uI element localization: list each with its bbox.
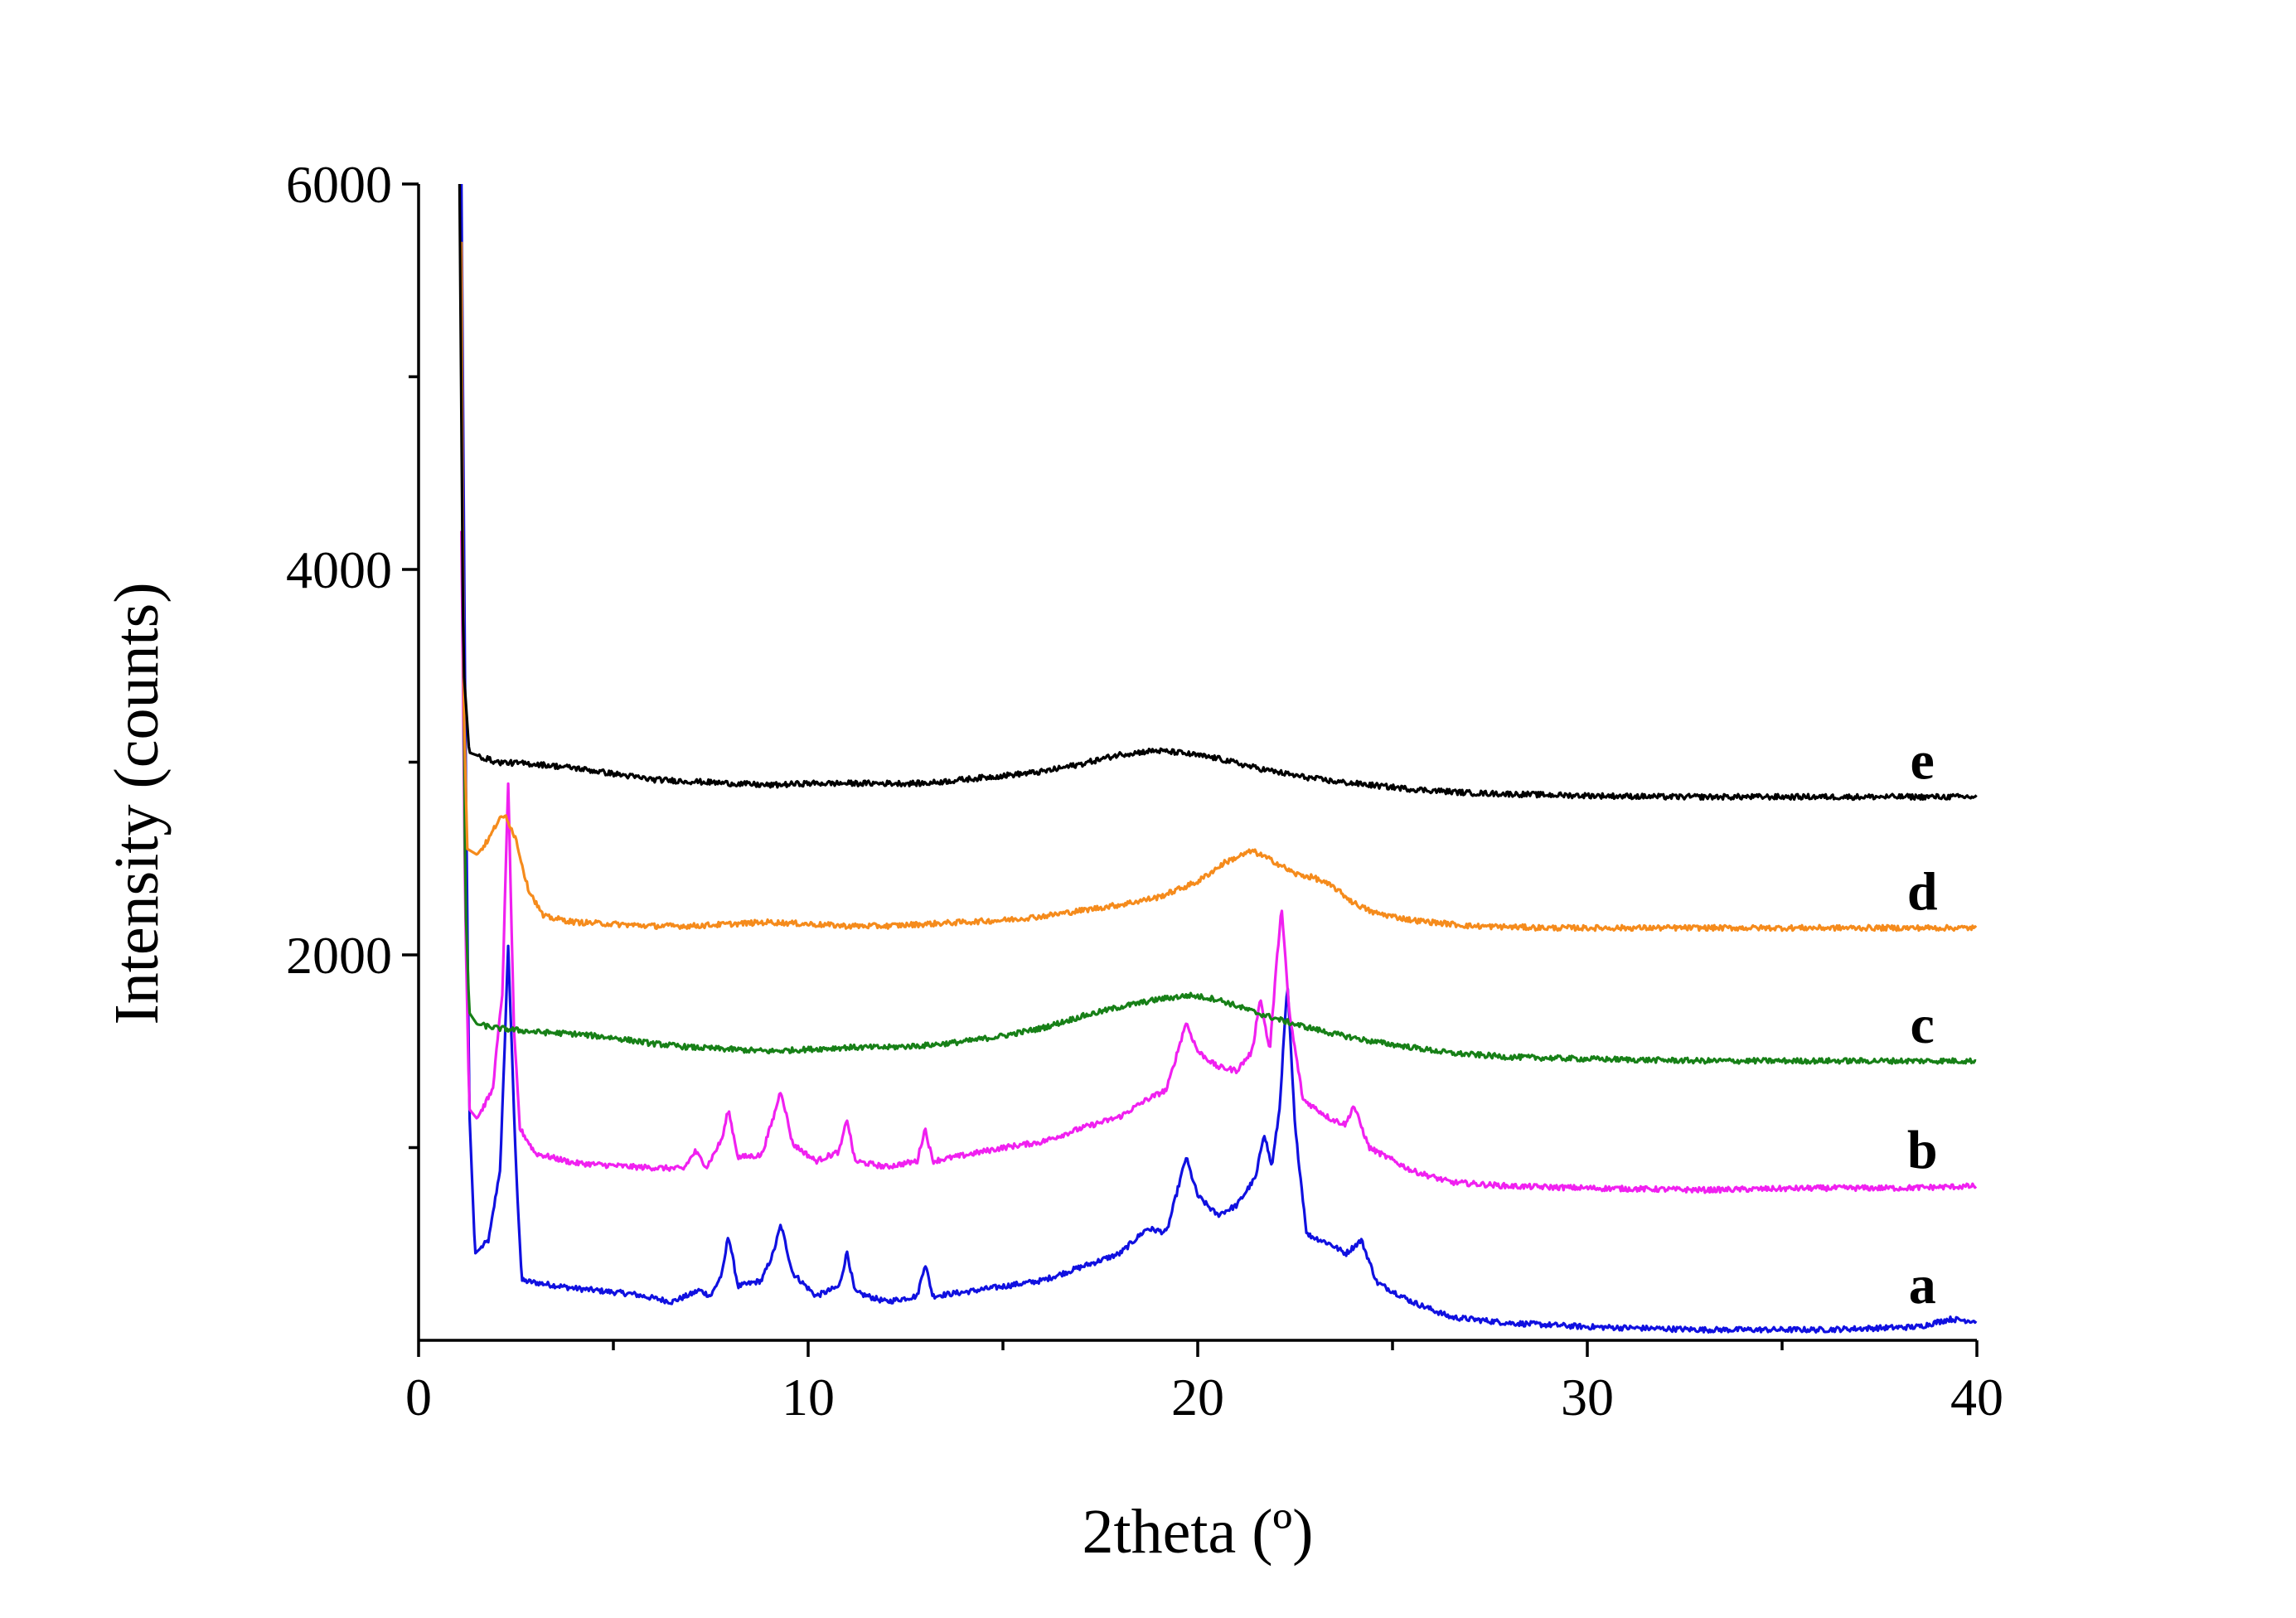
series-line-b <box>460 530 1978 1194</box>
x-tick-label-0: 0 <box>405 1368 432 1427</box>
series-label-b: b <box>1907 1120 1938 1180</box>
series-line-d <box>460 241 1978 933</box>
x-axis-title: 2theta (º) <box>1083 1497 1314 1567</box>
series-line-a <box>460 183 1978 1334</box>
series-group <box>458 183 1978 1334</box>
x-tick-label-40: 40 <box>1950 1368 2003 1427</box>
y-tick-label-6000: 6000 <box>286 155 392 214</box>
x-tick-label-20: 20 <box>1171 1368 1224 1427</box>
x-tick-label-10: 10 <box>782 1368 835 1427</box>
y-axis-title: Intensity (counts) <box>102 582 172 1025</box>
series-label-a: a <box>1909 1255 1936 1315</box>
y-tick-label-2000: 2000 <box>286 926 392 985</box>
series-label-c: c <box>1911 995 1935 1055</box>
y-tick-label-4000: 4000 <box>286 540 392 599</box>
x-tick-label-30: 30 <box>1561 1368 1614 1427</box>
series-label-e: e <box>1911 730 1935 791</box>
series-line-e <box>458 183 1978 802</box>
axes: 0 10 20 30 40 2000 4000 6000 <box>286 155 2003 1427</box>
series-labels: a b c d e <box>1907 730 1938 1315</box>
series-line-c <box>460 376 1977 1065</box>
series-label-d: d <box>1907 861 1938 922</box>
